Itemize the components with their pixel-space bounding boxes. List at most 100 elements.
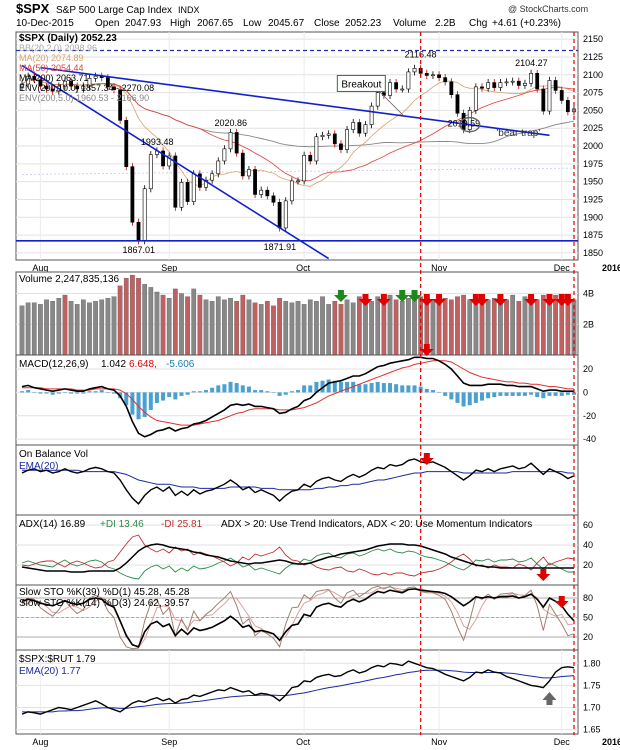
plus-di-label: +DI 13.46 xyxy=(100,519,144,530)
ratio-panel-tick-label: 1.80 xyxy=(583,658,601,668)
change-value: +4.61 (+0.23%) xyxy=(492,18,561,29)
volume-bar xyxy=(295,301,301,356)
price-legend-entry: ENV(200,10.0) 1857.34 - 2270.08 xyxy=(19,83,154,93)
volume-bar xyxy=(93,301,98,356)
price-panel-tick-label: 1975 xyxy=(583,159,603,169)
price-panel-tick-label: 1950 xyxy=(583,177,603,187)
volume-bar xyxy=(80,299,86,356)
open-label: Open xyxy=(95,18,119,29)
volume-bar xyxy=(479,297,485,356)
price-candle xyxy=(492,82,497,88)
price-candle xyxy=(105,77,110,88)
volume-bar xyxy=(234,301,240,356)
macd-histogram-bar xyxy=(179,392,184,396)
price-candle xyxy=(289,180,294,202)
volume-red-arrow xyxy=(475,294,489,306)
macd-histogram-bar xyxy=(381,383,386,393)
price-legend-entry: ENV(200,5.0) 1960.53 - 2166.90 xyxy=(19,93,149,103)
symbol: $SPX xyxy=(16,1,50,16)
volume-bar xyxy=(283,301,289,356)
macd-histogram-bar xyxy=(504,392,509,396)
volume-red-arrow xyxy=(432,294,447,306)
macd-line xyxy=(21,356,574,438)
macd-histogram-bar xyxy=(369,383,374,393)
macd-histogram-bar xyxy=(173,392,178,400)
volume-bar xyxy=(25,302,31,356)
sto14-title: Slow STO %K(14) %D(3) 24.62, 39.57 xyxy=(19,598,190,609)
volume-bar xyxy=(31,302,37,356)
price-candle xyxy=(179,182,184,208)
price-candle xyxy=(535,73,540,90)
adx-panel-tick-label: 60 xyxy=(583,520,593,530)
macd-histogram-bar xyxy=(62,392,67,393)
macd-histogram-bar xyxy=(246,386,251,393)
price-candle xyxy=(400,88,405,91)
price-candle xyxy=(265,189,270,197)
volume-bar xyxy=(491,297,497,356)
volume-red-arrow xyxy=(468,294,483,306)
price-candle xyxy=(541,88,546,112)
price-panel-tick-label: 2100 xyxy=(583,70,603,80)
macd-histogram-bar xyxy=(234,383,239,393)
ratio-panel-frame xyxy=(15,649,579,735)
volume-bar xyxy=(540,294,546,356)
volume-bar xyxy=(326,304,332,356)
volume-red-arrow xyxy=(493,294,508,306)
volume-bar xyxy=(264,301,270,356)
macd-histogram-bar xyxy=(38,392,43,394)
macd-histogram-bar xyxy=(44,392,49,394)
volume-bar xyxy=(344,299,350,356)
index-name: S&P 500 Large Cap Index xyxy=(56,5,172,16)
volume-bar xyxy=(160,294,166,356)
volume-bar xyxy=(399,301,405,356)
price-panel-tick-label: 1925 xyxy=(583,194,603,204)
price-candle xyxy=(437,74,441,78)
volume-bar xyxy=(498,301,503,356)
price-candle xyxy=(81,85,86,90)
price-candle xyxy=(449,81,454,95)
volume-bar xyxy=(209,301,215,356)
price-legend-entry: MA(20) 2074.89 xyxy=(19,53,84,63)
price-candle xyxy=(234,132,239,154)
macd-histogram-bar xyxy=(253,390,258,393)
volume-bar xyxy=(74,304,80,356)
sto-panel-tick-label: 50 xyxy=(583,613,593,623)
macd-histogram-bar xyxy=(105,392,110,393)
price-candle xyxy=(210,173,215,181)
bottom-month-label: Nov xyxy=(431,737,448,747)
price-candle xyxy=(375,92,380,107)
macd-histogram-bar xyxy=(26,390,31,393)
macd-histogram-bar xyxy=(222,384,227,393)
macd-histogram-bar xyxy=(565,392,570,395)
macd-histogram-bar xyxy=(449,392,454,400)
price-candle xyxy=(412,68,417,73)
price-candle xyxy=(529,73,533,84)
price-legend-entry: $SPX (Daily) 2052.23 xyxy=(19,33,117,44)
macd-histogram-bar xyxy=(529,392,534,395)
price-candle xyxy=(345,129,349,150)
price-candle xyxy=(369,105,374,125)
price-candle xyxy=(173,155,178,208)
volume-bar xyxy=(387,294,393,356)
price-candle xyxy=(20,83,24,88)
price-candle xyxy=(332,133,337,145)
price-candle xyxy=(455,94,460,114)
volume-bar xyxy=(559,297,565,356)
macd-panel-tick-label: -40 xyxy=(583,434,596,444)
macd-histogram-bar xyxy=(357,384,362,393)
volume-bar xyxy=(154,291,160,356)
watermark: @ StockCharts.com xyxy=(508,4,588,14)
bottom-month-label: 2016 xyxy=(602,737,620,747)
volume-value: 2.2B xyxy=(435,18,456,29)
macd-histogram-bar xyxy=(130,392,135,415)
macd-panel-frame xyxy=(15,354,579,446)
price-candle xyxy=(296,180,300,183)
macd-histogram-bar xyxy=(124,392,129,406)
adx-panel-frame xyxy=(15,514,579,586)
macd-red-arrow xyxy=(419,344,434,356)
volume-bar xyxy=(99,299,105,356)
volume-bar xyxy=(332,301,338,356)
macd-histogram-bar xyxy=(467,392,472,406)
obv-line xyxy=(21,458,575,505)
volume-label: Volume xyxy=(393,18,427,29)
